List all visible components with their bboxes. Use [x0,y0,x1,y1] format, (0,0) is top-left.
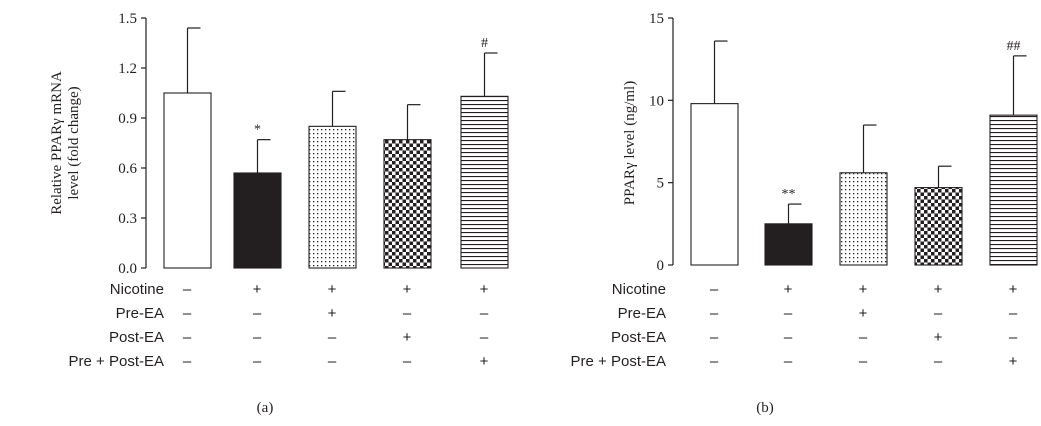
treatment-mark: – [934,305,943,322]
bars: *# [163,27,509,269]
treatment-table: Nicotine – + + + + Pre-EA – – + – – Post-EA – – – + – Pre … [571,281,1018,370]
treatment-row-label: Pre + Post-EA [69,353,164,370]
treatment-row-label: Nicotine [110,281,164,298]
treatment-mark: + [784,281,793,298]
treatment-row-label: Pre-EA [116,305,164,322]
treatment-mark: – [784,353,793,370]
axes: 0 5 10 15 [649,11,674,274]
treatment-row-label: Nicotine [612,281,666,298]
y-tick-label: 5 [657,176,665,192]
treatment-mark: – [253,353,262,370]
bar-nicotine [764,223,813,266]
y-axis-label-line-1: Relative PPARγ mRNA [49,71,65,215]
treatment-mark: – [934,353,943,370]
treatment-row-label: Pre-EA [618,305,666,322]
treatment-mark: – [784,305,793,322]
y-tick-label: 0.6 [118,161,137,177]
bar-nicotine-pre-post-ea [460,95,509,269]
treatment-row-label: Post-EA [109,329,164,346]
y-tick-label: 1.2 [118,61,137,77]
treatment-mark: + [328,281,337,298]
treatment-mark: + [480,281,489,298]
bar-nicotine-post-ea [383,139,432,269]
treatment-mark: – [480,329,489,346]
significance-marker: * [254,123,261,138]
y-tick-label: 1.5 [118,11,137,27]
y-tick-label: 15 [649,11,664,27]
treatment-mark: – [328,353,337,370]
treatment-mark: – [403,305,412,322]
treatment-mark: – [183,353,192,370]
significance-marker: ## [1007,39,1021,54]
treatment-mark: + [934,281,943,298]
treatment-mark: – [859,353,868,370]
axes: 0.0 0.3 0.6 0.9 1.2 1.5 [118,11,147,277]
treatment-mark: – [710,281,719,298]
treatment-mark: + [1009,353,1018,370]
y-axis-label-line-2: level (fold change) [66,86,82,199]
treatment-mark: + [859,305,868,322]
treatment-mark: – [183,329,192,346]
panel-label: (a) [257,400,274,416]
treatment-mark: – [710,305,719,322]
treatment-mark: – [480,305,489,322]
treatment-mark: + [403,329,412,346]
bar-control [163,92,212,269]
y-tick-label: 10 [649,93,664,109]
y-tick-label: 0 [657,258,665,274]
treatment-mark: – [183,305,192,322]
significance-marker: # [481,36,488,51]
bar-control [690,103,739,266]
bar-nicotine-post-ea [914,187,963,266]
bars: ** ## [690,39,1038,266]
chart-panel-b: PPARγ level (ng/ml) 0 5 10 15 ** ## Nicotine… [571,11,1038,416]
treatment-row-label: Pre + Post-EA [571,353,666,370]
treatment-mark: – [859,329,868,346]
treatment-mark: – [710,329,719,346]
treatment-mark: + [859,281,868,298]
treatment-mark: + [253,281,262,298]
treatment-mark: – [1009,329,1018,346]
treatment-mark: – [253,329,262,346]
treatment-mark: – [253,305,262,322]
bar-nicotine [233,172,282,269]
bar-nicotine-pre-ea [839,172,888,266]
panel-label: (b) [756,400,774,416]
treatment-mark: + [403,281,412,298]
chart-panel-a: Relative PPARγ mRNA level (fold change) … [49,11,509,416]
treatment-mark: – [328,329,337,346]
treatment-mark: – [784,329,793,346]
y-axis-label: PPARγ level (ng/ml) [622,81,638,205]
treatment-mark: – [403,353,412,370]
y-axis-label-line-1: PPARγ level (ng/ml) [622,81,638,205]
treatment-mark: + [934,329,943,346]
treatment-mark: – [710,353,719,370]
treatment-mark: – [1009,305,1018,322]
treatment-mark: + [1009,281,1018,298]
treatment-mark: + [480,353,489,370]
y-tick-label: 0.3 [118,211,137,227]
treatment-mark: – [183,281,192,298]
treatment-mark: + [328,305,337,322]
y-axis-label: Relative PPARγ mRNA level (fold change) [49,71,82,215]
bar-nicotine-pre-ea [308,125,357,269]
significance-marker: ** [782,187,796,202]
bar-nicotine-pre-post-ea [989,114,1038,266]
treatment-table: Nicotine – + + + + Pre-EA – – + – – Post-EA – – – + – Pre … [69,281,489,370]
treatment-row-label: Post-EA [611,329,666,346]
y-tick-label: 0.9 [118,111,137,127]
y-tick-label: 0.0 [118,261,137,277]
